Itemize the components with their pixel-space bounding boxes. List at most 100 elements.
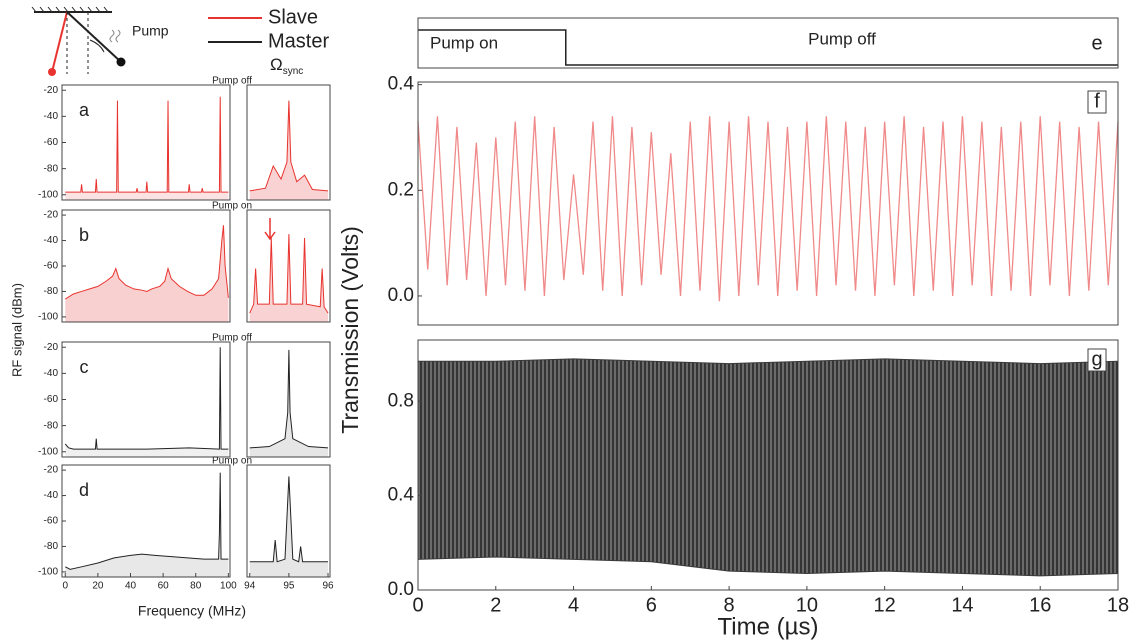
area-fill bbox=[65, 347, 229, 457]
y-tick-label: -20 bbox=[44, 85, 59, 96]
x-tick-label: 20 bbox=[92, 581, 104, 592]
x-tick-label: 8 bbox=[724, 594, 735, 616]
line-series bbox=[64, 347, 229, 450]
line-series bbox=[249, 349, 329, 449]
line-series bbox=[64, 225, 229, 300]
x-tick-label: 18 bbox=[1107, 594, 1129, 616]
y-tick-label: 0.0 bbox=[388, 285, 414, 306]
schematic bbox=[31, 6, 122, 74]
x-tick-label: 10 bbox=[796, 594, 818, 616]
area-fill bbox=[249, 476, 329, 577]
area-fill bbox=[249, 234, 329, 322]
y-tick-label: -40 bbox=[44, 235, 59, 246]
y-tick-label: -80 bbox=[44, 286, 59, 297]
x-tick-label: 80 bbox=[190, 581, 202, 592]
x-tick-label: 2 bbox=[490, 594, 501, 616]
x-tick-label: 14 bbox=[951, 594, 973, 616]
y-tick-label: -60 bbox=[44, 137, 59, 148]
area-fill bbox=[249, 349, 329, 457]
frame bbox=[246, 209, 331, 323]
frame bbox=[417, 81, 1119, 326]
y-tick-label: -60 bbox=[44, 516, 59, 527]
x-tick-label: 94 bbox=[244, 581, 256, 592]
y-tick-label: 0.4 bbox=[388, 485, 415, 506]
panel-label: b bbox=[79, 225, 89, 245]
y-axis-title: RF signal (dBm) bbox=[9, 283, 24, 377]
x-tick-label: 0 bbox=[412, 594, 423, 616]
panel-label: d bbox=[79, 480, 89, 500]
pump-step bbox=[418, 29, 1118, 66]
omega-sub: sync bbox=[283, 66, 304, 77]
y-tick-label: -20 bbox=[44, 210, 59, 221]
annotation: Pump on bbox=[212, 201, 252, 212]
panel-label: a bbox=[79, 100, 90, 120]
line-series bbox=[249, 476, 329, 563]
x-tick-label: 40 bbox=[125, 581, 137, 592]
x-tick-label: 60 bbox=[158, 581, 170, 592]
band-area bbox=[417, 358, 1119, 577]
y-tick-label: -80 bbox=[44, 541, 59, 552]
area-fill bbox=[65, 225, 229, 322]
panel-label: e bbox=[1091, 32, 1102, 54]
omega-label: Ωsync bbox=[270, 55, 303, 76]
y-tick-label: -80 bbox=[44, 163, 59, 174]
y-tick-label: -20 bbox=[44, 342, 59, 353]
y-tick-label: -20 bbox=[44, 465, 59, 476]
panel-label: f bbox=[1094, 90, 1100, 112]
line-series bbox=[65, 472, 229, 570]
annotation: Pump off bbox=[212, 76, 252, 87]
line-series bbox=[65, 96, 229, 193]
x-tick-label: 96 bbox=[322, 581, 334, 592]
y-tick-label: -40 bbox=[44, 111, 59, 122]
area-fill bbox=[65, 96, 229, 200]
x-tick-label: 4 bbox=[568, 594, 579, 616]
y-tick-label: 0.8 bbox=[388, 390, 414, 411]
y-tick-label: 0.4 bbox=[388, 74, 415, 95]
label-bg bbox=[1087, 348, 1107, 372]
y-tick-label: -100 bbox=[38, 567, 58, 578]
panel-label: g bbox=[1091, 348, 1102, 370]
arrow bbox=[264, 218, 276, 241]
line-series bbox=[417, 116, 1119, 302]
y-tick-label: -100 bbox=[38, 446, 58, 457]
x-tick-label: 100 bbox=[220, 581, 237, 592]
y-tick-label: -100 bbox=[38, 312, 58, 323]
y-tick-label: 0.0 bbox=[388, 579, 414, 600]
frame bbox=[246, 84, 331, 201]
frame bbox=[417, 17, 1119, 69]
slave-bob bbox=[48, 68, 56, 76]
annotation: Pump off bbox=[212, 333, 252, 344]
x-tick-label: 12 bbox=[874, 594, 896, 616]
annotation: Pump off bbox=[808, 29, 876, 48]
x-tick-label: 0 bbox=[62, 581, 68, 592]
y-tick-label: -100 bbox=[38, 189, 58, 200]
line-series bbox=[249, 100, 329, 192]
x-axis-title: Time (µs) bbox=[718, 613, 819, 640]
area-fill bbox=[249, 100, 329, 200]
y-tick-label: -40 bbox=[44, 368, 59, 379]
frame bbox=[246, 341, 331, 458]
x-tick-label: 95 bbox=[283, 581, 295, 592]
omega: Ω bbox=[270, 55, 283, 74]
y-tick-label: -80 bbox=[44, 420, 59, 431]
area-fill bbox=[65, 472, 229, 577]
annotation: Pump on bbox=[430, 33, 498, 52]
x-tick-label: 6 bbox=[646, 594, 657, 616]
x-tick-label: 16 bbox=[1029, 594, 1051, 616]
y-tick-label: -40 bbox=[44, 490, 59, 501]
y-tick-label: -60 bbox=[44, 261, 59, 272]
master-bob bbox=[116, 57, 126, 67]
panel-label: c bbox=[80, 357, 89, 377]
legend-label: Master bbox=[268, 30, 329, 52]
line-series bbox=[249, 234, 329, 314]
annotation: Pump on bbox=[212, 456, 252, 467]
label-bg bbox=[1087, 90, 1107, 114]
y-axis-title: Transmission (Volts) bbox=[337, 226, 363, 433]
y-tick-label: 0.2 bbox=[388, 179, 414, 200]
legend-label: Slave bbox=[268, 6, 318, 28]
pump-label: Pump bbox=[132, 23, 169, 39]
x-axis-title: Frequency (MHz) bbox=[138, 603, 246, 619]
y-tick-label: -60 bbox=[44, 394, 59, 405]
frame bbox=[417, 339, 1119, 591]
